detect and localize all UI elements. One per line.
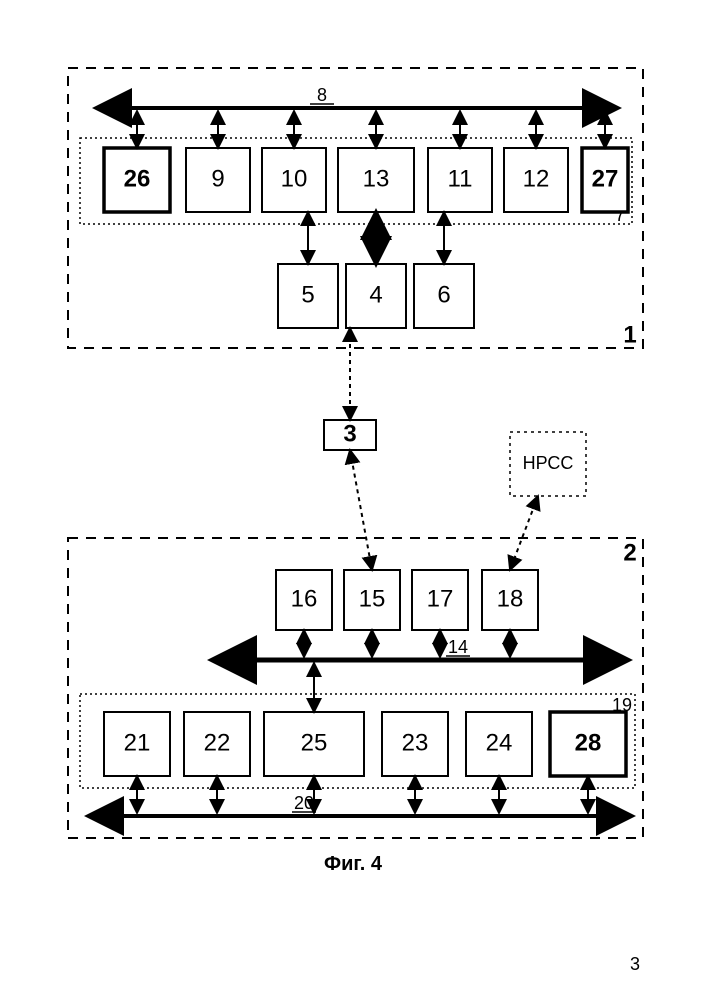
bus-8-label: 8 (317, 85, 327, 105)
box-5-label: 5 (301, 281, 314, 308)
box-4-label: 4 (369, 281, 382, 308)
box-22-label: 22 (204, 729, 231, 756)
bus-14-label: 14 (448, 637, 468, 657)
box-26-label: 26 (124, 165, 151, 192)
box-28-label: 28 (575, 729, 602, 756)
box-25-label: 25 (301, 729, 328, 756)
page-number: 3 (630, 954, 640, 974)
link-hpcc-18 (510, 496, 538, 570)
block-1-label: 1 (623, 321, 636, 348)
block-2-label: 2 (623, 539, 636, 566)
box-12-label: 12 (523, 165, 550, 192)
bus-20-label: 20 (294, 793, 314, 813)
hpcc-label: НРСС (523, 453, 574, 473)
box-9-label: 9 (211, 165, 224, 192)
box-11-label: 11 (448, 165, 473, 192)
box-23-label: 23 (402, 729, 429, 756)
box-24-label: 24 (486, 729, 513, 756)
box-3-label: 3 (343, 420, 356, 447)
link-3-15 (350, 450, 372, 570)
figure-4: 12719НРСС8142026910131112275461615171821… (0, 0, 707, 1000)
box-10-label: 10 (281, 165, 308, 192)
box-18-label: 18 (497, 585, 524, 612)
box-21-label: 21 (124, 729, 151, 756)
figure-caption: Фиг. 4 (324, 853, 383, 875)
box-13-label: 13 (363, 165, 390, 192)
box-16-label: 16 (291, 585, 318, 612)
box-6-label: 6 (437, 281, 450, 308)
box-15-label: 15 (359, 585, 386, 612)
box-27-label: 27 (592, 165, 619, 192)
box-17-label: 17 (427, 585, 454, 612)
